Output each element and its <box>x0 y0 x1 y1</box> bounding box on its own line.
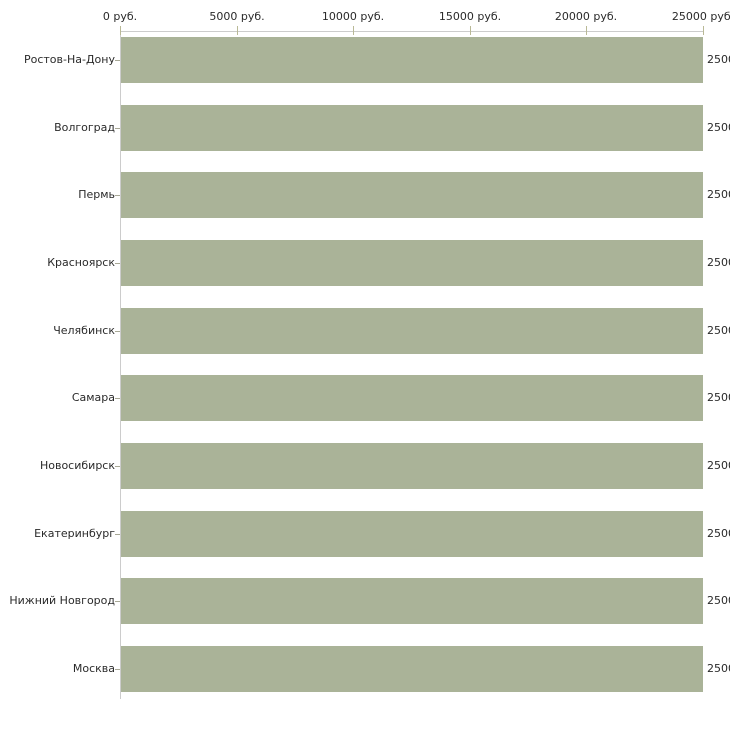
bar-value-label: 25000 руб. <box>707 256 730 269</box>
bar-value-label: 25000 руб. <box>707 662 730 675</box>
x-axis-tick <box>237 26 238 35</box>
category-label: Самара <box>71 391 115 404</box>
y-axis-tick <box>115 128 120 129</box>
x-axis-tick <box>703 26 704 35</box>
bar-value-label: 25000 руб. <box>707 188 730 201</box>
bar[interactable] <box>121 646 703 692</box>
x-axis-tick-label: 10000 руб. <box>321 10 385 23</box>
category-label: Челябинск <box>53 324 115 337</box>
category-label: Волгоград <box>54 121 115 134</box>
category-label: Красноярск <box>47 256 115 269</box>
category-label: Ростов-На-Дону <box>23 53 115 66</box>
y-axis-tick <box>115 331 120 332</box>
y-axis-tick <box>115 195 120 196</box>
bar[interactable] <box>121 240 703 286</box>
x-axis-tick-label: 15000 руб. <box>438 10 502 23</box>
bar-value-label: 25000 руб. <box>707 121 730 134</box>
bar[interactable] <box>121 105 703 151</box>
bar[interactable] <box>121 308 703 354</box>
y-axis-tick <box>115 398 120 399</box>
x-axis-tick-label: 5000 руб. <box>209 10 265 23</box>
category-label: Новосибирск <box>39 459 115 472</box>
x-axis-tick-label: 20000 руб. <box>554 10 618 23</box>
x-axis-tick-label: 0 руб. <box>102 10 138 23</box>
bar-value-label: 25000 руб. <box>707 594 730 607</box>
y-axis-tick <box>115 263 120 264</box>
x-axis-tick <box>353 26 354 35</box>
x-axis-tick-label: 25000 руб. <box>671 10 730 23</box>
category-label: Пермь <box>78 188 115 201</box>
bar-value-label: 25000 руб. <box>707 324 730 337</box>
y-axis-tick <box>115 601 120 602</box>
bar[interactable] <box>121 443 703 489</box>
y-axis-tick <box>115 534 120 535</box>
x-axis-tick <box>120 26 121 35</box>
bar-value-label: 25000 руб. <box>707 391 730 404</box>
y-axis-tick <box>115 466 120 467</box>
x-axis-line <box>120 31 703 32</box>
category-label: Нижний Новгород <box>9 594 115 607</box>
category-label: Москва <box>72 662 115 675</box>
x-axis-tick <box>470 26 471 35</box>
bar[interactable] <box>121 511 703 557</box>
bar[interactable] <box>121 172 703 218</box>
x-axis-tick <box>586 26 587 35</box>
bar[interactable] <box>121 578 703 624</box>
category-label: Екатеринбург <box>34 527 115 540</box>
bar[interactable] <box>121 375 703 421</box>
y-axis-tick <box>115 60 120 61</box>
bar-value-label: 25000 руб. <box>707 53 730 66</box>
bar-value-label: 25000 руб. <box>707 459 730 472</box>
bar[interactable] <box>121 37 703 83</box>
bar-value-label: 25000 руб. <box>707 527 730 540</box>
y-axis-tick <box>115 669 120 670</box>
y-axis-line <box>120 31 121 699</box>
